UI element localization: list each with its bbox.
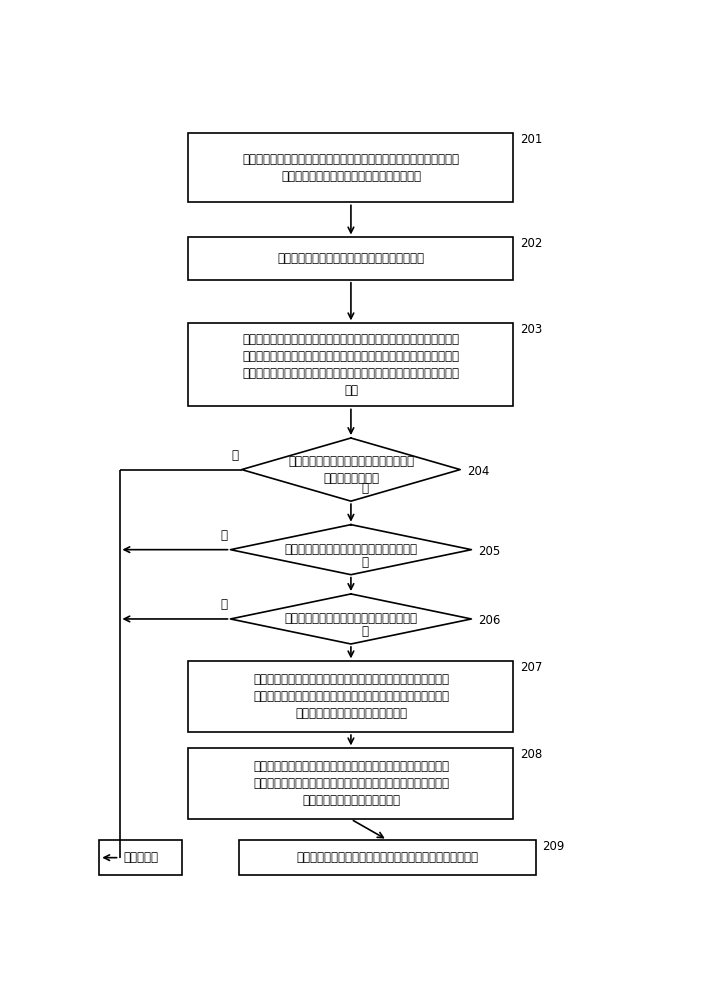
Bar [99,840,182,875]
Text: 检测用户设备上报的用户在该身份校验交互界面上输入的待校轨迹以及
待校验轨迹途径的该身份校验交互界面上的各个区域的区域属性；其中
，每一个区域的区域属性包括该区域: 检测用户设备上报的用户在该身份校验交互界面上输入的待校轨迹以及 待校验轨迹途径的… [242,333,459,397]
Text: 是: 是 [221,598,228,611]
Polygon shape [231,594,471,644]
Bar [189,748,513,819]
Text: 206: 206 [478,614,500,627]
Text: 校验待校验轨迹是否与用户设备预置的合
法解锁轨迹相匹配: 校验待校验轨迹是否与用户设备预置的合 法解锁轨迹相匹配 [288,455,414,485]
Bar [189,661,513,732]
Text: 否: 否 [232,449,239,462]
Text: 后台服务设备以该用户学历为依据，从第一铃声集合中查询出绑
定有该用户学历的铃声以形成第二铃声集合，其中，第二铃声集
合包括绑定有该用户学历的铃声: 后台服务设备以该用户学历为依据，从第一铃声集合中查询出绑 定有该用户学历的铃声以… [253,760,449,807]
Text: 判断上述各个区域中是否存在第一目标区域: 判断上述各个区域中是否存在第一目标区域 [284,543,417,556]
Text: 是: 是 [361,482,368,495]
Text: 后台服务设备向用户设备发送身份校验交互界面: 后台服务设备向用户设备发送身份校验交互界面 [278,252,424,265]
Bar [189,323,513,406]
Text: 结束本流程: 结束本流程 [124,851,158,864]
Bar [239,840,536,875]
Polygon shape [241,438,461,501]
Text: 是: 是 [221,529,228,542]
Text: 208: 208 [520,748,542,761]
Text: 202: 202 [520,237,542,250]
Text: 201: 201 [520,133,542,146]
Text: 否: 否 [361,556,368,569]
Text: 207: 207 [520,661,542,674]
Text: 后台服务设备检测用户设备上报的包括用户属性信息的铃声设置请求，
该用户属性信息至少包括用户年龄和用户学历: 后台服务设备检测用户设备上报的包括用户属性信息的铃声设置请求， 该用户属性信息至… [242,153,459,183]
Text: 203: 203 [520,323,542,336]
Text: 否: 否 [361,625,368,638]
Text: 判断上述各个区域中是否存在第二目标区域: 判断上述各个区域中是否存在第二目标区域 [284,612,417,625]
Text: 204: 204 [467,465,489,478]
Text: 后台服务设备从第二铃声集合选取目标铃声推荐给用户设备: 后台服务设备从第二铃声集合选取目标铃声推荐给用户设备 [296,851,479,864]
Text: 209: 209 [542,840,565,853]
Bar [189,133,513,202]
Bar [189,237,513,280]
Text: 205: 205 [478,545,500,558]
Polygon shape [231,525,471,575]
Text: 后台服务设备以该用户年龄为依据，从预设的铃声数据库中查询
出绑定有该用户年龄的铃声以形成第一铃声集合，其中，第一铃
声集合包括绑定有该用户年龄的铃声: 后台服务设备以该用户年龄为依据，从预设的铃声数据库中查询 出绑定有该用户年龄的铃… [253,673,449,720]
